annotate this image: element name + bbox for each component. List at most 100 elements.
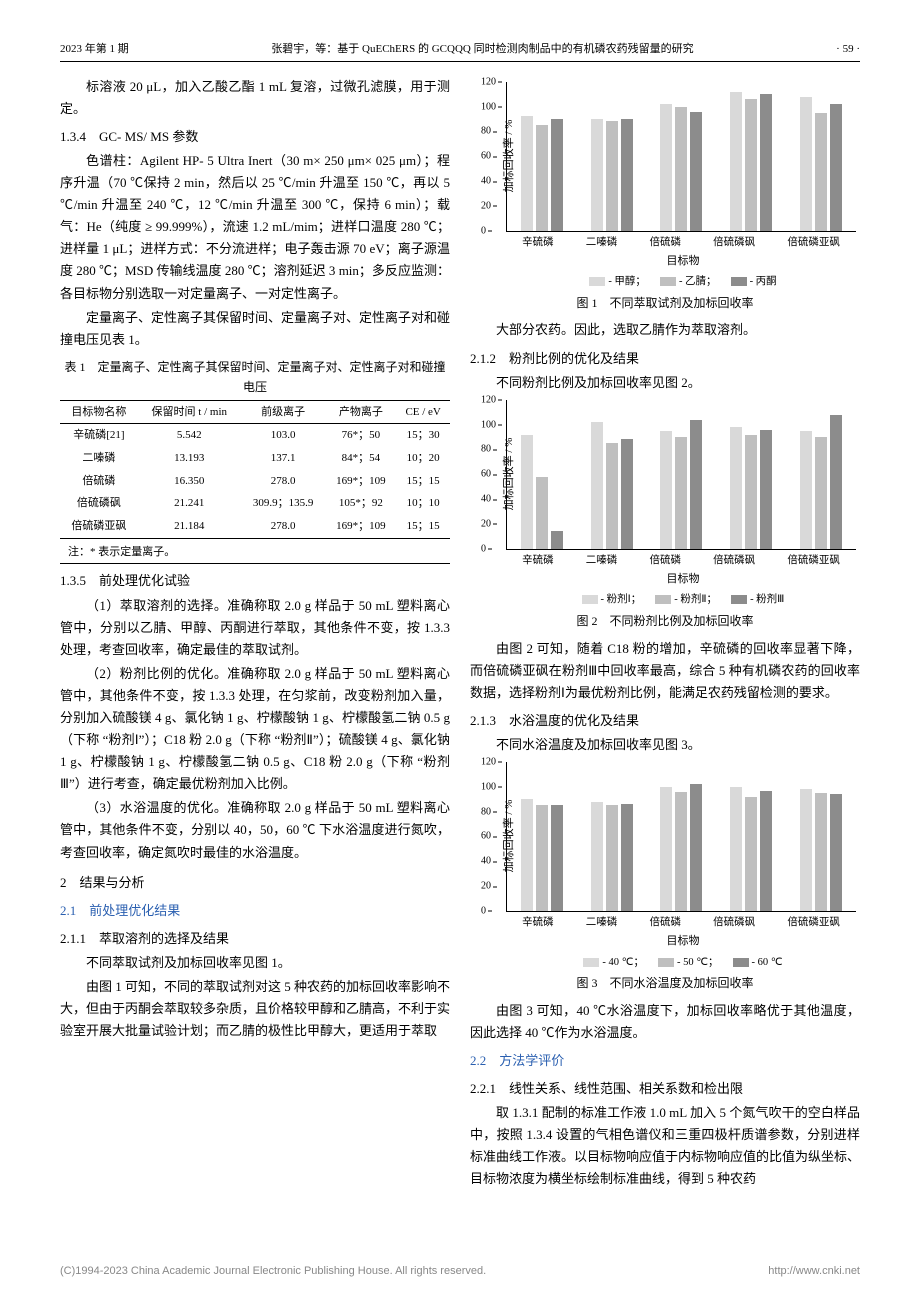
table-cell: 5.542 — [138, 424, 241, 447]
table-cell: 10；20 — [396, 447, 450, 470]
bar-group — [786, 789, 856, 911]
two-column-layout: 标溶液 20 μL，加入乙酸乙酯 1 mL 复溶，过微孔滤膜，用于测定。 1.3… — [60, 76, 860, 1193]
legend-item: - 甲醇； — [589, 273, 646, 291]
paragraph: 由图 1 可知，不同的萃取试剂对这 5 种农药的加标回收率影响不大，但由于丙酮会… — [60, 976, 450, 1042]
bar — [730, 92, 742, 231]
paragraph: 大部分农药。因此，选取乙腈作为萃取溶剂。 — [470, 319, 860, 341]
chart3-wrap: 加标回收率 / % 020406080100120 辛硫磷二嗪磷倍硫磷倍硫磷砜倍… — [470, 762, 860, 994]
ytick: 120 — [481, 753, 496, 770]
table-cell: 278.0 — [241, 515, 326, 538]
table1-th: 前级离子 — [241, 400, 326, 424]
table-cell: 84*；54 — [325, 447, 396, 470]
heading-22: 2.2 方法学评价 — [470, 1050, 860, 1072]
heading-135: 1.3.5 前处理优化试验 — [60, 570, 450, 592]
table-cell: 倍硫磷 — [60, 470, 138, 493]
table1: 目标物名称保留时间 t / min前级离子产物离子CE / eV 辛硫磷[21]… — [60, 400, 450, 539]
legend-swatch — [589, 277, 605, 286]
table-cell: 21.184 — [138, 515, 241, 538]
chart-xlabel: 目标物 — [506, 570, 860, 589]
legend-item: - 60 ℃ — [733, 954, 783, 972]
paragraph: （3）水浴温度的优化。准确称取 2.0 g 样品于 50 mL 塑料离心管中，其… — [60, 797, 450, 863]
bar-group — [647, 104, 717, 231]
bar-group — [507, 116, 577, 230]
xlabel: 二嗪磷 — [586, 914, 618, 932]
bar — [621, 804, 633, 911]
legend-item: - 50 ℃； — [658, 954, 719, 972]
chart2-caption: 图 2 不同粉剂比例及加标回收率 — [470, 611, 860, 631]
chart3-xlabels: 辛硫磷二嗪磷倍硫磷倍硫磷砜倍硫磷亚砜 — [506, 914, 856, 932]
ytick: 20 — [481, 878, 491, 895]
header-center: 张碧宇，等：基于 QuEChERS 的 GCQQQ 同时检测肉制品中的有机磷农药… — [271, 40, 693, 59]
heading-211: 2.1.1 萃取溶剂的选择及结果 — [60, 928, 450, 950]
bar-groups — [507, 82, 856, 231]
xlabel: 二嗪磷 — [586, 552, 618, 570]
heading-21: 2.1 前处理优化结果 — [60, 900, 450, 922]
table-cell: 309.9；135.9 — [241, 492, 326, 515]
ytick: 60 — [481, 828, 491, 845]
paragraph: 定量离子、定性离子其保留时间、定量离子对、定性离子对和碰撞电压见表 1。 — [60, 307, 450, 351]
table1-th: CE / eV — [396, 400, 450, 424]
ytick: 100 — [481, 778, 496, 795]
ytick: 0 — [481, 540, 486, 557]
legend-item: - 丙酮 — [731, 273, 777, 291]
bar — [660, 431, 672, 549]
bar — [830, 415, 842, 549]
bar — [606, 121, 618, 230]
table-cell: 辛硫磷[21] — [60, 424, 138, 447]
legend-item: - 粉剂Ⅱ； — [655, 591, 717, 609]
bar — [745, 435, 757, 549]
bar — [551, 119, 563, 231]
legend-swatch — [583, 958, 599, 967]
ytick: 20 — [481, 197, 491, 214]
table-cell: 103.0 — [241, 424, 326, 447]
bar-groups — [507, 400, 856, 549]
table-cell: 15；30 — [396, 424, 450, 447]
bar — [690, 420, 702, 549]
bar-group — [716, 787, 786, 911]
footer-right: http://www.cnki.net — [768, 1262, 860, 1281]
bar — [621, 439, 633, 548]
bar — [815, 793, 827, 911]
paragraph: 由图 2 可知，随着 C18 粉的增加，辛硫磷的回收率显著下降，而倍硫磷亚砜在粉… — [470, 638, 860, 704]
chart2-xlabels: 辛硫磷二嗪磷倍硫磷倍硫磷砜倍硫磷亚砜 — [506, 552, 856, 570]
table-cell: 169*；109 — [325, 515, 396, 538]
table-cell: 278.0 — [241, 470, 326, 493]
bar-group — [786, 97, 856, 231]
bar-group — [716, 92, 786, 231]
ytick: 120 — [481, 73, 496, 90]
bar — [675, 792, 687, 911]
xlabel: 倍硫磷砜 — [713, 552, 755, 570]
bar — [660, 787, 672, 911]
table-cell: 15；15 — [396, 515, 450, 538]
bar-group — [507, 435, 577, 549]
bar — [551, 805, 563, 911]
ytick: 60 — [481, 466, 491, 483]
table-row: 倍硫磷16.350278.0169*；10915；15 — [60, 470, 450, 493]
chart3-legend: - 40 ℃； - 50 ℃； - 60 ℃ — [506, 954, 860, 972]
chart1-wrap: 加标回收率 / % 020406080100120 辛硫磷二嗪磷倍硫磷倍硫磷砜倍… — [470, 82, 860, 314]
xlabel: 辛硫磷 — [522, 234, 554, 252]
table-cell: 105*；92 — [325, 492, 396, 515]
chart1-caption: 图 1 不同萃取试剂及加标回收率 — [470, 293, 860, 313]
legend-item: - 40 ℃； — [583, 954, 644, 972]
bar — [815, 437, 827, 549]
table-cell: 21.241 — [138, 492, 241, 515]
xlabel: 倍硫磷砜 — [713, 234, 755, 252]
paragraph: 标溶液 20 μL，加入乙酸乙酯 1 mL 复溶，过微孔滤膜，用于测定。 — [60, 76, 450, 120]
bar-group — [577, 119, 647, 231]
bar — [606, 805, 618, 911]
bar — [621, 119, 633, 231]
xlabel: 辛硫磷 — [522, 552, 554, 570]
bar-group — [577, 802, 647, 911]
bar — [675, 437, 687, 549]
table-cell: 169*；109 — [325, 470, 396, 493]
paragraph: 不同水浴温度及加标回收率见图 3。 — [470, 734, 860, 756]
bar — [730, 427, 742, 549]
paragraph: 由图 3 可知，40 ℃水浴温度下，加标回收率略优于其他温度，因此选择 40 ℃… — [470, 1000, 860, 1044]
bar-group — [577, 422, 647, 549]
paragraph: 不同萃取试剂及加标回收率见图 1。 — [60, 952, 450, 974]
chart2: 加标回收率 / % 020406080100120 — [506, 400, 856, 550]
table1-header-row: 目标物名称保留时间 t / min前级离子产物离子CE / eV — [60, 400, 450, 424]
bar — [745, 797, 757, 911]
bar — [690, 784, 702, 911]
